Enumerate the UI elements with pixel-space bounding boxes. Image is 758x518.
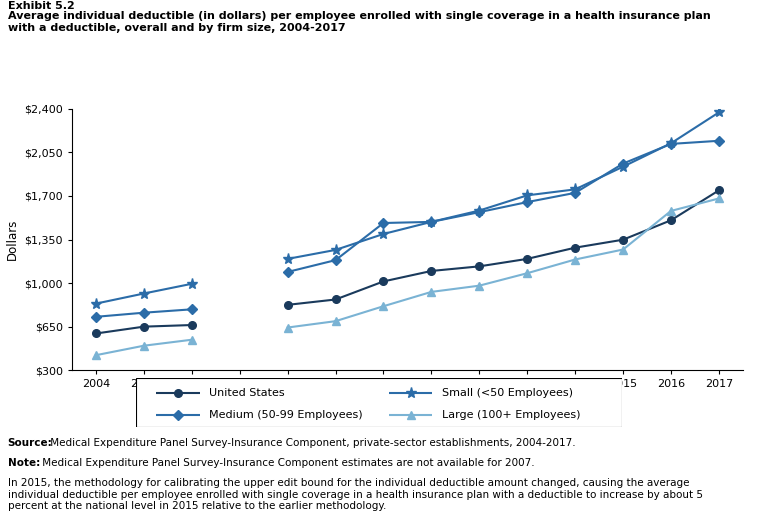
Text: Average individual deductible (in dollars) per employee enrolled with single cov: Average individual deductible (in dollar… [8, 11, 710, 33]
Text: Large (100+ Employees): Large (100+ Employees) [442, 410, 581, 420]
Text: Exhibit 5.2: Exhibit 5.2 [8, 1, 74, 11]
Text: Medium (50-99 Employees): Medium (50-99 Employees) [209, 410, 363, 420]
Text: Medical Expenditure Panel Survey-Insurance Component, private-sector establishme: Medical Expenditure Panel Survey-Insuran… [47, 438, 575, 448]
Text: Note:: Note: [8, 458, 40, 468]
Text: In 2015, the methodology for calibrating the upper edit bound for the individual: In 2015, the methodology for calibrating… [8, 478, 703, 511]
Text: Medical Expenditure Panel Survey-Insurance Component estimates are not available: Medical Expenditure Panel Survey-Insuran… [39, 458, 534, 468]
Text: United States: United States [209, 388, 285, 398]
Text: Small (<50 Employees): Small (<50 Employees) [442, 388, 573, 398]
Y-axis label: Dollars: Dollars [5, 219, 19, 260]
Text: Source:: Source: [8, 438, 52, 448]
